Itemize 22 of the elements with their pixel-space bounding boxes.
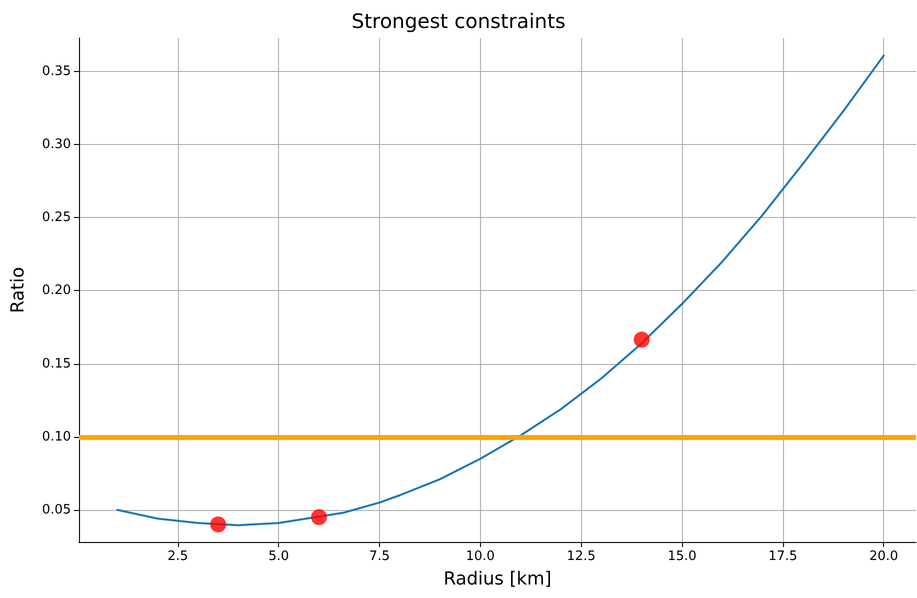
y-tick-label: 0.30 xyxy=(42,137,71,152)
y-tick-label: 0.35 xyxy=(42,64,71,80)
y-axis-title: Ratio xyxy=(8,266,28,314)
x-tick-label: 20.0 xyxy=(869,549,898,564)
x-tick-label: 17.5 xyxy=(768,549,798,564)
x-tick-label: 12.5 xyxy=(566,549,596,564)
y-tick-label: 0.15 xyxy=(42,356,71,372)
y-tick-label: 0.10 xyxy=(42,429,71,444)
y-tick-label: 0.20 xyxy=(42,283,71,298)
line-series xyxy=(116,54,885,526)
chart-title: Strongest constraints xyxy=(352,9,566,33)
point xyxy=(634,332,650,348)
x-tick-label: 10.0 xyxy=(466,549,495,564)
point xyxy=(210,516,226,532)
x-axis-title: Radius [km] xyxy=(443,568,552,590)
x-tick-label: 15.0 xyxy=(668,549,697,564)
point xyxy=(311,509,328,526)
x-tick-label: 5.0 xyxy=(268,549,290,564)
x-tick-label: 7.5 xyxy=(369,549,390,564)
y-tick-label: 0.25 xyxy=(42,210,71,226)
x-tick-label: 2.5 xyxy=(167,549,188,564)
y-tick-label: 0.05 xyxy=(42,502,71,518)
